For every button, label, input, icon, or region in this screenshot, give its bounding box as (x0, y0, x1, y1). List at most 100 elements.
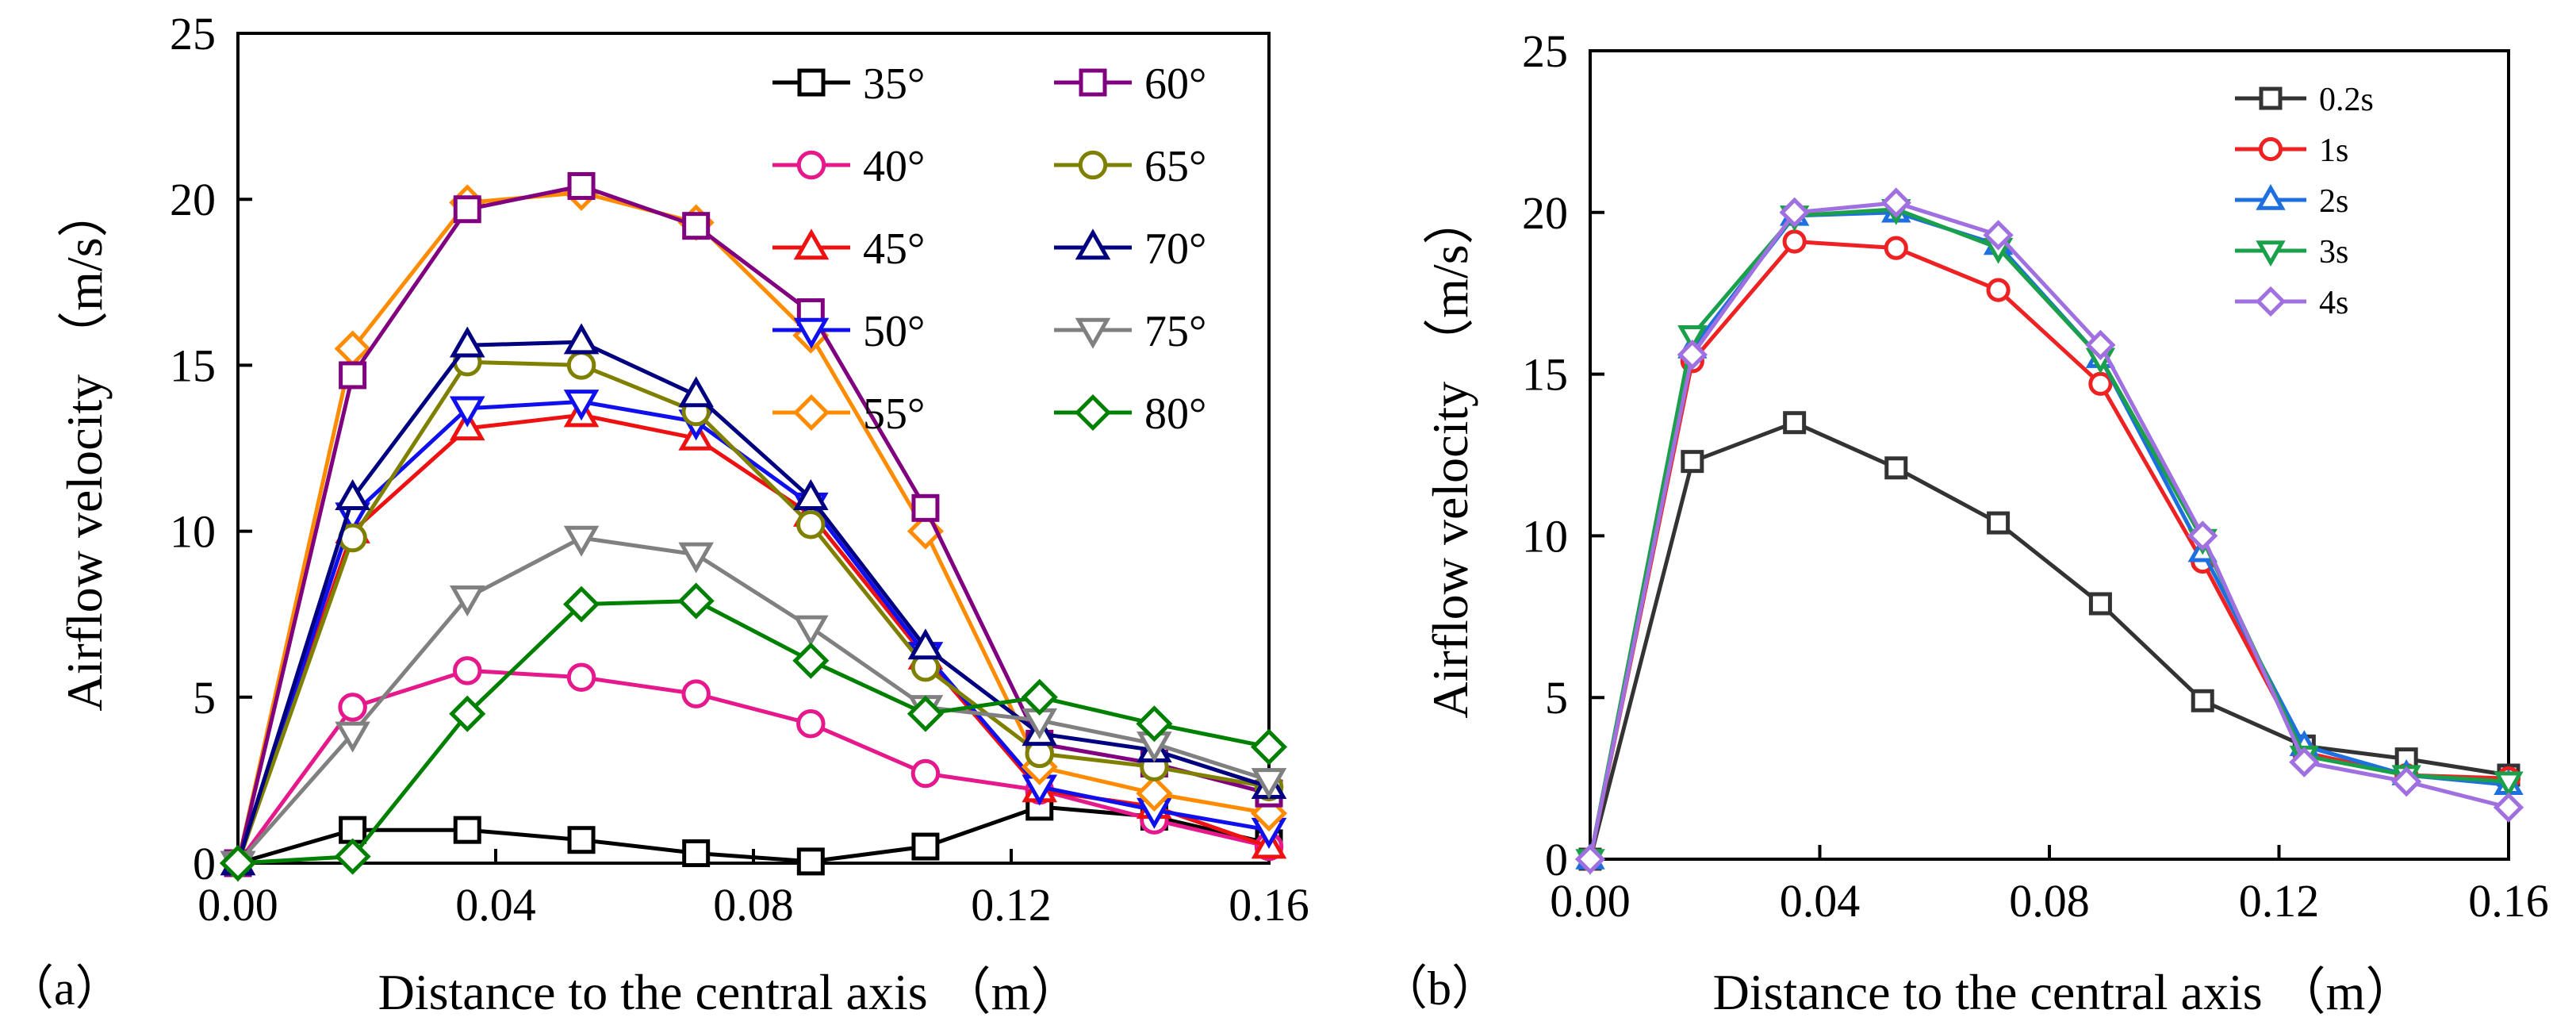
y-tick-label: 0 (1545, 834, 1568, 885)
series-line (236, 536, 1270, 865)
legend-label: 4s (2319, 285, 2348, 321)
series-55° (219, 174, 1288, 882)
data-point (678, 542, 714, 574)
data-point (1782, 229, 1807, 254)
y-tick-label: 10 (1522, 510, 1568, 562)
data-point (1574, 843, 1606, 875)
data-point (1884, 456, 1908, 480)
x-tick-label: 0.00 (1550, 875, 1631, 927)
legend-label: 55° (863, 390, 925, 439)
data-point (2085, 329, 2116, 361)
legend-item: 50° (772, 307, 925, 356)
x-tick-label: 0.04 (455, 879, 536, 931)
data-point (793, 615, 829, 647)
legend-item: 40° (772, 142, 925, 191)
legend-marker (1075, 317, 1111, 349)
series-80° (219, 582, 1288, 882)
x-tick-label: 0.08 (713, 879, 794, 931)
y-tick-label: 0 (193, 838, 216, 889)
legend-label: 3s (2319, 234, 2348, 271)
legend-item: 2s (2235, 183, 2348, 220)
data-point (678, 376, 714, 408)
y-tick-label: 15 (1522, 349, 1568, 401)
data-point (907, 628, 944, 660)
legend-item: 65° (1054, 142, 1206, 191)
data-point (1681, 450, 1704, 474)
series-70° (220, 323, 1287, 876)
series-75° (220, 525, 1287, 882)
legend-marker (2255, 286, 2287, 317)
data-point (682, 212, 711, 240)
data-point (449, 326, 485, 358)
series-line (236, 413, 1270, 864)
y-tick-label: 5 (1545, 672, 1568, 724)
data-point (2493, 792, 2524, 823)
series-65° (223, 347, 1284, 878)
data-point (792, 642, 830, 679)
data-point (796, 509, 826, 539)
legend-item: 35° (772, 60, 925, 109)
data-point (219, 844, 257, 882)
data-point (453, 195, 481, 224)
legend-item: 1s (2235, 132, 2348, 169)
legend-item: 70° (1054, 225, 1206, 274)
legend-label: 65° (1144, 142, 1206, 191)
x-tick-label: 0.16 (2468, 875, 2549, 927)
legend-marker (793, 228, 830, 260)
data-point (2088, 592, 2112, 616)
data-point (566, 662, 596, 692)
data-point (2191, 689, 2214, 712)
data-point (2391, 766, 2422, 797)
data-point (2088, 371, 2113, 396)
legend-marker (2256, 183, 2286, 210)
data-point (1783, 411, 1807, 435)
legend: 0.2s 1s 2s 3s 4s (2235, 82, 2374, 321)
legend: 35° 40° 45° 50° 55° 60° 65° 70° 75° 80° (772, 60, 1206, 439)
data-point (335, 721, 370, 753)
data-point (335, 478, 370, 511)
data-point (677, 582, 715, 620)
x-tick-label: 0.12 (971, 879, 1052, 931)
data-point (449, 695, 486, 732)
series-40° (223, 656, 1284, 878)
legend-label: 50° (863, 307, 925, 356)
legend-label: 1s (2319, 132, 2348, 169)
data-point (453, 816, 481, 844)
y-tick-label: 10 (170, 506, 216, 558)
data-point (681, 679, 711, 708)
data-point (911, 493, 940, 522)
y-tick-label: 5 (193, 672, 216, 724)
legend-marker (792, 393, 830, 432)
x-tick-label: 0.12 (2239, 875, 2320, 927)
series-line (1588, 207, 2509, 860)
series-line (236, 184, 1270, 864)
data-point (1251, 768, 1287, 800)
series-0.2s (1578, 411, 2520, 871)
data-point (911, 832, 940, 861)
data-point (1136, 705, 1173, 743)
data-point (796, 847, 825, 876)
panel-b: 0.00 0.04 0.08 0.12 0.16 0 5 10 15 20 25 Distance t… (1380, 25, 2549, 1020)
data-point (453, 656, 482, 685)
legend-item: 75° (1054, 307, 1206, 356)
data-point (449, 585, 485, 617)
series-line (236, 359, 1270, 864)
data-point (1779, 197, 1810, 228)
data-point (1880, 187, 1911, 218)
y-axis-title: Airflow velocity （m/s） (56, 186, 113, 711)
data-point (2289, 747, 2320, 777)
data-point (796, 709, 826, 739)
series-line (236, 668, 1270, 865)
data-point (563, 323, 600, 355)
plot-frame (1589, 49, 2510, 861)
series-3s (1575, 199, 2524, 876)
panel-label: （a） (6, 962, 123, 1015)
y-tick-label: 15 (170, 340, 216, 391)
data-point (566, 351, 596, 380)
legend-label: 2s (2319, 183, 2348, 220)
legend-marker (796, 150, 826, 180)
data-point (682, 839, 711, 867)
series-line (236, 399, 1270, 864)
legend-label: 60° (1144, 60, 1206, 109)
